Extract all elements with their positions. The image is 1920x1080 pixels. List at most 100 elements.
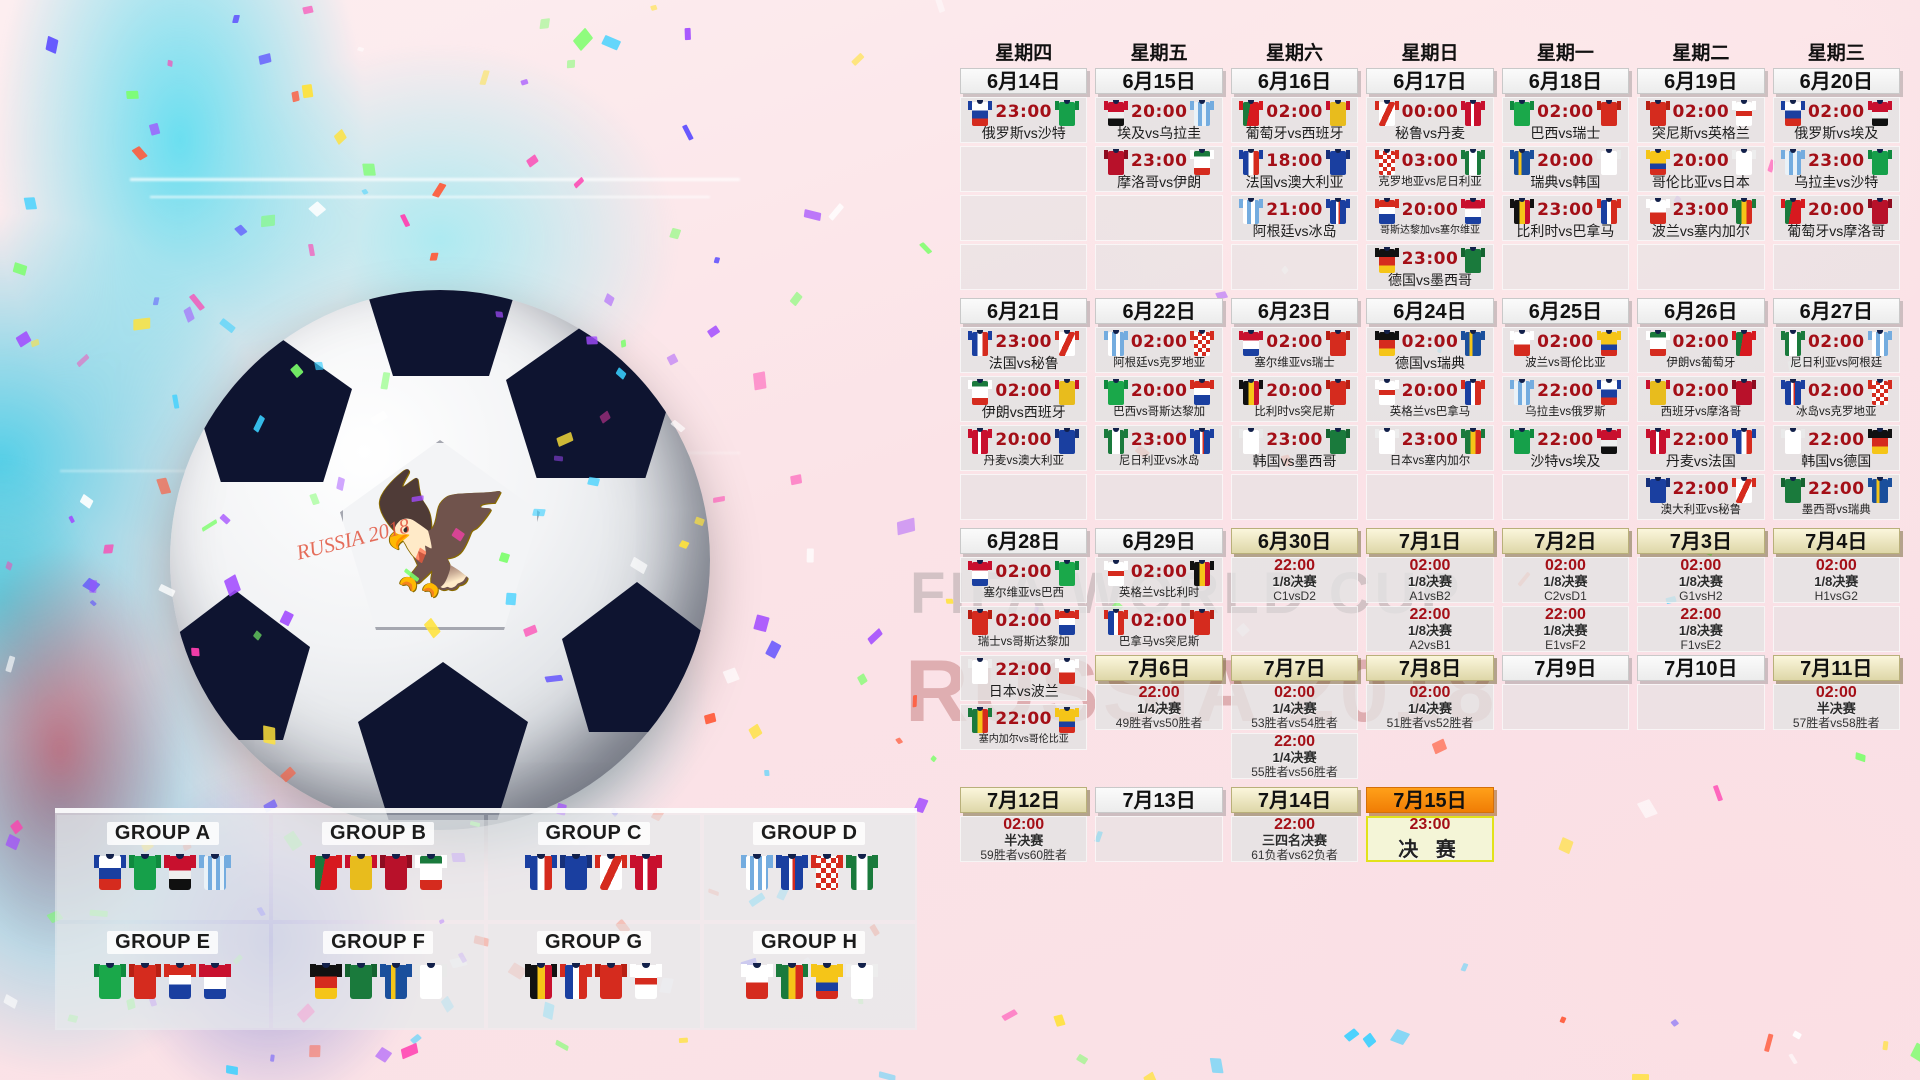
date-header-6月14日[interactable]: 6月14日 [960,68,1088,94]
match-cell[interactable]: 22:00 乌拉圭vs俄罗斯 [1501,376,1630,422]
knockout-cell[interactable]: 22:00 1/8决赛 E1vsF2 [1501,606,1630,652]
kit-sleeve [1800,477,1805,487]
match-cell[interactable]: 20:00 哥伦比亚vs日本 [1637,146,1765,192]
date-header-6月20日[interactable]: 6月20日 [1772,68,1900,94]
match-cell[interactable]: 20:00 比利时vs突尼斯 [1230,376,1359,422]
match-cell[interactable]: 02:00 葡萄牙vs西班牙 [1230,97,1359,143]
match-cell[interactable]: 02:00 尼日利亚vs阿根廷 [1772,327,1900,373]
match-cell[interactable]: 23:00 日本vs塞内加尔 [1366,425,1494,471]
match-cell[interactable]: 20:00 巴西vs哥斯达黎加 [1095,376,1223,422]
match-cell[interactable]: 00:00 秘鲁vs丹麦 [1366,97,1494,143]
match-cell[interactable]: 02:00 冰岛vs克罗地亚 [1772,376,1900,422]
confetti-piece [89,579,98,593]
knockout-cell[interactable]: 22:00 1/8决赛 C1vsD2 [1230,557,1359,603]
date-header-7月13日[interactable]: 7月13日 [1095,787,1223,813]
date-header-7月3日[interactable]: 7月3日 [1637,528,1765,554]
match-cell[interactable]: 02:00 塞尔维亚vs瑞士 [1230,327,1359,373]
kit-collar [176,854,185,859]
match-cell[interactable]: 23:00 德国vs墨西哥 [1366,244,1494,290]
match-cell[interactable]: 22:00 丹麦vs法国 [1637,425,1765,471]
date-header-6月22日[interactable]: 6月22日 [1095,298,1223,324]
weekday-label: 星期三 [1807,43,1865,64]
match-cell[interactable]: 18:00 法国vs澳大利亚 [1230,146,1359,192]
date-header-7月4日[interactable]: 7月4日 [1772,528,1900,554]
match-cell[interactable]: 20:00 葡萄牙vs摩洛哥 [1772,195,1900,241]
match-cell[interactable]: 22:00 塞内加尔vs哥伦比亚 [960,704,1088,750]
date-header-6月27日[interactable]: 6月27日 [1772,298,1900,324]
knockout-cell[interactable]: 02:00 1/8决赛 C2vsD1 [1501,557,1630,603]
match-cell[interactable]: 20:00 哥斯达黎加vs塞尔维亚 [1366,195,1494,241]
date-header-6月30日[interactable]: 6月30日 [1230,528,1359,554]
match-cell[interactable]: 23:00 俄罗斯vs沙特 [960,97,1088,143]
match-cell[interactable]: 02:00 西班牙vs摩洛哥 [1637,376,1765,422]
match-cell[interactable]: 02:00 伊朗vs葡萄牙 [1637,327,1765,373]
match-cell[interactable]: 02:00 英格兰vs比利时 [1095,557,1223,603]
knockout-cell[interactable]: 02:00 1/4决赛 53胜者vs54胜者 [1230,684,1359,730]
match-cell[interactable]: 02:00 俄罗斯vs埃及 [1772,97,1900,143]
match-cell[interactable]: 23:00 韩国vs墨西哥 [1230,425,1359,471]
match-cell[interactable]: 20:00 埃及vs乌拉圭 [1095,97,1223,143]
match-cell[interactable]: 23:00 尼日利亚vs冰岛 [1095,425,1223,471]
knockout-cell[interactable]: 02:00 半决赛 59胜者vs60胜者 [960,816,1088,862]
kit-sleeve [1394,100,1399,110]
match-cell[interactable]: 02:00 瑞士vs哥斯达黎加 [960,606,1088,652]
date-header-7月14日[interactable]: 7月14日 [1230,787,1359,813]
match-cell[interactable]: 02:00 波兰vs哥伦比亚 [1501,327,1630,373]
match-cell[interactable]: 23:00 乌拉圭vs沙特 [1772,146,1900,192]
date-header-7月9日[interactable]: 7月9日 [1501,655,1630,681]
knockout-cell[interactable]: 22:00 1/8决赛 F1vsE2 [1637,606,1765,652]
date-header-6月26日[interactable]: 6月26日 [1637,298,1765,324]
date-header-7月15日[interactable]: 7月15日 [1366,787,1494,813]
date-header-6月28日[interactable]: 6月28日 [960,528,1088,554]
date-header-7月8日[interactable]: 7月8日 [1366,655,1494,681]
date-header-6月25日[interactable]: 6月25日 [1501,298,1630,324]
match-cell[interactable]: 21:00 阿根廷vs冰岛 [1230,195,1359,241]
match-cell[interactable]: 23:00 波兰vs塞内加尔 [1637,195,1765,241]
match-cell[interactable]: 20:00 英格兰vs巴拿马 [1366,376,1494,422]
knockout-cell[interactable]: 02:00 1/8决赛 A1vsB2 [1366,557,1494,603]
match-cell[interactable]: 23:00 法国vs秘鲁 [960,327,1088,373]
knockout-cell[interactable]: 22:00 三四名决赛 61负者vs62负者 [1230,816,1359,862]
knockout-cell[interactable]: 02:00 1/8决赛 G1vsH2 [1637,557,1765,603]
match-cell[interactable]: 22:00 澳大利亚vs秘鲁 [1637,474,1765,520]
date-header-7月7日[interactable]: 7月7日 [1230,655,1359,681]
date-header-6月19日[interactable]: 6月19日 [1637,68,1765,94]
match-cell[interactable]: 02:00 阿根廷vs克罗地亚 [1095,327,1223,373]
date-header-7月10日[interactable]: 7月10日 [1637,655,1765,681]
match-cell[interactable]: 22:00 墨西哥vs瑞典 [1772,474,1900,520]
match-cell[interactable]: 22:00 沙特vs埃及 [1501,425,1630,471]
knockout-cell[interactable]: 22:00 1/4决赛 49胜者vs50胜者 [1095,684,1223,730]
date-header-7月2日[interactable]: 7月2日 [1501,528,1630,554]
match-cell[interactable]: 03:00 克罗地亚vs尼日利亚 [1366,146,1494,192]
final-match-cell[interactable]: 23:00 决 赛 [1366,816,1494,862]
date-header-6月16日[interactable]: 6月16日 [1230,68,1359,94]
date-header-6月29日[interactable]: 6月29日 [1095,528,1223,554]
match-cell[interactable]: 02:00 德国vs瑞典 [1366,327,1494,373]
date-header-7月12日[interactable]: 7月12日 [960,787,1088,813]
knockout-cell[interactable]: 02:00 半决赛 57胜者vs58胜者 [1772,684,1900,730]
date-header-6月21日[interactable]: 6月21日 [960,298,1088,324]
match-cell[interactable]: 02:00 突尼斯vs英格兰 [1637,97,1765,143]
date-header-6月18日[interactable]: 6月18日 [1501,68,1630,94]
match-cell[interactable]: 02:00 巴西vs瑞士 [1501,97,1630,143]
match-cell[interactable]: 23:00 比利时vs巴拿马 [1501,195,1630,241]
date-header-6月24日[interactable]: 6月24日 [1366,298,1494,324]
match-cell[interactable]: 20:00 瑞典vs韩国 [1501,146,1630,192]
date-header-6月15日[interactable]: 6月15日 [1095,68,1223,94]
match-cell[interactable]: 02:00 巴拿马vs突尼斯 [1095,606,1223,652]
match-cell[interactable]: 02:00 塞尔维亚vs巴西 [960,557,1088,603]
knockout-cell[interactable]: 22:00 1/8决赛 A2vsB1 [1366,606,1494,652]
match-cell[interactable]: 20:00 丹麦vs澳大利亚 [960,425,1088,471]
match-cell[interactable]: 23:00 摩洛哥vs伊朗 [1095,146,1223,192]
match-cell[interactable]: 22:00 日本vs波兰 [960,655,1088,701]
knockout-cell[interactable]: 22:00 1/4决赛 55胜者vs56胜者 [1230,733,1359,779]
date-header-6月17日[interactable]: 6月17日 [1366,68,1494,94]
match-cell[interactable]: 22:00 韩国vs德国 [1772,425,1900,471]
match-cell[interactable]: 02:00 伊朗vs西班牙 [960,376,1088,422]
date-header-7月11日[interactable]: 7月11日 [1772,655,1900,681]
date-header-7月1日[interactable]: 7月1日 [1366,528,1494,554]
knockout-cell[interactable]: 02:00 1/8决赛 H1vsG2 [1772,557,1900,603]
knockout-cell[interactable]: 02:00 1/4决赛 51胜者vs52胜者 [1366,684,1494,730]
date-header-6月23日[interactable]: 6月23日 [1230,298,1359,324]
date-header-7月6日[interactable]: 7月6日 [1095,655,1223,681]
